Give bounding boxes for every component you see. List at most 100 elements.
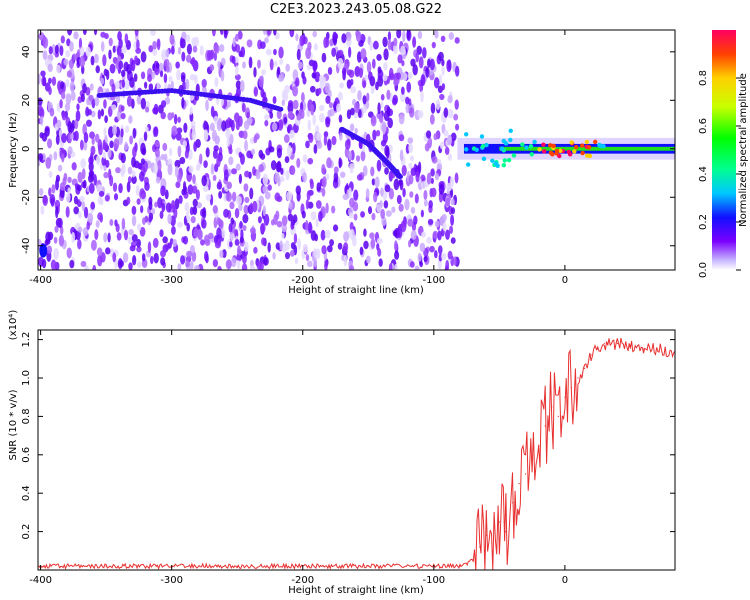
- spectrogram-cell: [156, 38, 161, 51]
- spectrogram-cell: [229, 241, 233, 248]
- spectrogram-cell: [162, 142, 168, 152]
- spectrogram-cell: [307, 41, 312, 51]
- spectrogram-cell: [45, 238, 51, 245]
- spectrogram-cell: [307, 221, 313, 234]
- spectrogram-cell: [104, 115, 108, 124]
- spectrogram-cell: [53, 248, 59, 260]
- spectrogram-cell: [118, 183, 123, 194]
- spectrogram-cell: [285, 63, 290, 72]
- spectrogram-cell: [231, 55, 236, 65]
- spectrogram-cell: [287, 112, 294, 119]
- spectrogram-cell: [398, 134, 405, 142]
- spectrogram-cell: [177, 221, 184, 228]
- spectrogram-cell: [155, 176, 161, 184]
- spectrogram-cell: [229, 233, 235, 241]
- spectrogram-cell: [289, 30, 295, 38]
- spectrogram-cell: [253, 66, 257, 78]
- spectrogram-cell: [408, 162, 413, 169]
- spectrogram-cell: [219, 250, 224, 258]
- carrier-hot-cell: [501, 138, 507, 144]
- spectrogram-cell: [372, 40, 379, 50]
- spectrogram-cell: [235, 163, 241, 171]
- spectrogram-cell: [186, 43, 192, 55]
- spectrogram-cell: [315, 125, 320, 134]
- spectrogram-cell: [244, 139, 248, 152]
- spectrogram-cell: [117, 258, 123, 270]
- spectrogram-cell: [98, 190, 105, 197]
- spectrogram-cell: [78, 226, 83, 233]
- spectrogram-cell: [419, 242, 426, 252]
- spectrogram-cell: [260, 88, 265, 98]
- spectrogram-cell: [143, 131, 148, 142]
- spectrogram-cell: [235, 44, 241, 53]
- spectrogram-cell: [157, 160, 162, 172]
- spectrogram-cell: [291, 166, 296, 175]
- spectrogram-cell: [357, 108, 362, 119]
- spectrogram-cell: [128, 115, 133, 124]
- spectrogram-cell: [41, 258, 47, 269]
- spectrogram-cell: [107, 106, 113, 118]
- spectrogram-cell: [126, 95, 133, 107]
- spectrogram-cell: [177, 116, 181, 123]
- spectrogram-cell: [339, 82, 345, 89]
- spectrogram-cell: [409, 261, 415, 268]
- spectrogram-cell: [86, 221, 91, 230]
- spectrogram-cell: [88, 94, 94, 102]
- spectrogram-cell: [393, 178, 400, 191]
- spectrogram-cell: [80, 260, 87, 268]
- spectrogram-cell: [160, 250, 166, 258]
- spectrogram-cell: [59, 182, 66, 191]
- spectrogram-cell: [264, 120, 269, 127]
- spectrogram-cell: [159, 229, 164, 238]
- snr-point: [531, 463, 533, 465]
- spectrogram-cell: [127, 166, 133, 175]
- spectrogram-track-cell: [277, 106, 284, 112]
- spectrogram-cell: [434, 250, 438, 259]
- spectrogram-cell: [223, 30, 228, 39]
- spectrogram-cell: [74, 118, 79, 130]
- spectrogram-cell: [49, 107, 55, 117]
- spectrogram-x-tick-label: -300: [160, 275, 183, 286]
- spectrogram-cell: [433, 133, 438, 141]
- spectrogram-cell: [276, 109, 282, 120]
- spectrogram-cell: [121, 79, 125, 88]
- spectrogram-cell: [67, 120, 72, 133]
- spectrogram-cell: [329, 239, 334, 247]
- spectrogram-cell: [205, 147, 210, 158]
- spectrogram-cell: [373, 191, 378, 203]
- carrier-hot-cell: [554, 148, 560, 154]
- spectrogram-cell: [407, 218, 414, 227]
- spectrogram-cell: [38, 97, 43, 107]
- spectrogram-cell: [129, 135, 134, 145]
- spectrogram-cell: [312, 60, 317, 72]
- snr-point: [629, 344, 632, 346]
- spectrogram-cell: [439, 93, 445, 101]
- chart-title: C2E3.2023.243.05.08.G22: [270, 2, 442, 17]
- spectrogram-cell: [237, 115, 243, 127]
- spectrogram-cell: [175, 181, 181, 189]
- spectrogram-cell: [435, 99, 441, 111]
- spectrogram-cell: [241, 103, 246, 113]
- carrier-hot-cell: [548, 150, 554, 156]
- spectrogram-cell: [364, 74, 369, 81]
- spectrogram-cell: [48, 187, 52, 197]
- spectrogram-cell: [327, 109, 332, 118]
- spectrogram-cell: [201, 78, 207, 88]
- spectrogram-cell: [214, 76, 219, 88]
- spectrogram-x-ticks: -400 -300 -200 -100 0: [29, 30, 568, 286]
- colorbar-gradient: [712, 30, 736, 270]
- spectrogram-cell: [380, 139, 387, 147]
- spectrogram-cell: [454, 99, 459, 110]
- spectrogram-cell: [355, 155, 361, 162]
- spectrogram-cell: [197, 229, 203, 241]
- spectrogram-y-tick-label: 40: [21, 45, 32, 58]
- spectrogram-cell: [95, 155, 101, 166]
- spectrogram-cell: [111, 83, 116, 94]
- spectrogram-cell: [418, 56, 424, 69]
- spectrogram-cell: [430, 187, 437, 198]
- spectrogram-cell: [68, 59, 75, 69]
- spectrogram-cell: [286, 145, 292, 158]
- spectrogram-y-tick-label: -40: [21, 238, 32, 254]
- spectrogram-cell: [405, 96, 410, 105]
- spectrogram-cell: [140, 71, 146, 80]
